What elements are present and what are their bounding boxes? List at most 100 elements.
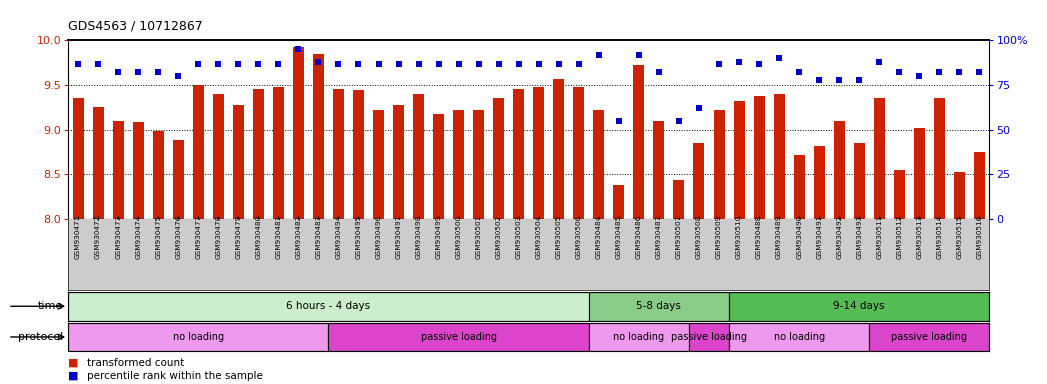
Text: ■: ■ <box>68 371 79 381</box>
Point <box>650 70 667 76</box>
Text: time: time <box>38 301 63 311</box>
Bar <box>734 101 744 219</box>
Bar <box>513 89 525 219</box>
Bar <box>693 143 705 219</box>
Bar <box>252 89 264 219</box>
Point <box>250 60 267 66</box>
Bar <box>373 110 384 219</box>
Bar <box>853 143 865 219</box>
Text: no loading: no loading <box>614 332 665 342</box>
Point <box>831 76 848 83</box>
Point <box>510 60 527 66</box>
Bar <box>794 155 805 219</box>
Bar <box>614 185 624 219</box>
Bar <box>313 54 324 219</box>
Point <box>350 60 366 66</box>
Point <box>951 70 967 76</box>
Bar <box>153 131 163 219</box>
Bar <box>473 110 484 219</box>
Point <box>691 105 708 111</box>
Text: percentile rank within the sample: percentile rank within the sample <box>87 371 263 381</box>
Point <box>230 60 247 66</box>
Bar <box>133 122 143 219</box>
Point <box>410 60 427 66</box>
Point <box>450 60 467 66</box>
Bar <box>713 110 725 219</box>
Bar <box>68 323 329 351</box>
Bar <box>293 48 304 219</box>
Point <box>591 51 607 58</box>
Text: transformed count: transformed count <box>87 358 184 368</box>
Text: 6 hours - 4 days: 6 hours - 4 days <box>287 301 371 311</box>
Bar <box>689 323 729 351</box>
Bar <box>72 98 84 219</box>
Point <box>551 60 567 66</box>
Text: protocol: protocol <box>18 332 63 342</box>
Point <box>430 60 447 66</box>
Bar <box>453 110 464 219</box>
Point <box>790 70 807 76</box>
Point <box>270 60 287 66</box>
Bar <box>68 292 588 321</box>
Bar <box>774 94 784 219</box>
Bar <box>173 140 183 219</box>
Text: no loading: no loading <box>173 332 224 342</box>
Text: passive loading: passive loading <box>891 332 967 342</box>
Point <box>751 60 767 66</box>
Bar <box>193 85 204 219</box>
Bar <box>874 98 885 219</box>
Bar <box>814 146 825 219</box>
Bar <box>588 323 689 351</box>
Bar <box>553 79 564 219</box>
Point <box>170 73 186 79</box>
Text: no loading: no loading <box>774 332 825 342</box>
Text: 9-14 days: 9-14 days <box>833 301 885 311</box>
Point <box>531 60 548 66</box>
Bar <box>353 90 364 219</box>
Point <box>130 70 147 76</box>
Text: passive loading: passive loading <box>671 332 747 342</box>
Point <box>711 60 728 66</box>
Bar <box>869 323 989 351</box>
Point <box>371 60 387 66</box>
Point <box>209 60 226 66</box>
Bar <box>594 110 604 219</box>
Bar <box>333 89 344 219</box>
Bar <box>729 292 989 321</box>
Bar <box>273 87 284 219</box>
Point <box>190 60 206 66</box>
Bar <box>653 121 665 219</box>
Text: ■: ■ <box>68 358 79 368</box>
Point <box>490 60 507 66</box>
Point <box>610 118 627 124</box>
Bar <box>433 114 444 219</box>
Point <box>911 73 928 79</box>
Point <box>391 60 407 66</box>
Bar <box>493 98 505 219</box>
Bar <box>329 323 588 351</box>
Bar <box>213 94 224 219</box>
Point <box>891 70 908 76</box>
Point <box>731 59 748 65</box>
Point <box>470 60 487 66</box>
Bar <box>954 172 965 219</box>
Point <box>571 60 587 66</box>
Point <box>931 70 948 76</box>
Bar <box>934 98 944 219</box>
Point <box>871 59 888 65</box>
Bar <box>729 323 869 351</box>
Bar <box>414 94 424 219</box>
Point <box>851 76 868 83</box>
Point <box>330 60 347 66</box>
Bar <box>914 128 925 219</box>
Point <box>150 70 166 76</box>
Point <box>110 70 127 76</box>
Bar <box>833 121 845 219</box>
Bar <box>974 152 985 219</box>
Text: 5-8 days: 5-8 days <box>637 301 682 311</box>
Point <box>630 51 647 58</box>
Point <box>810 76 827 83</box>
Bar <box>574 87 584 219</box>
Point <box>310 59 327 65</box>
Bar <box>533 87 544 219</box>
